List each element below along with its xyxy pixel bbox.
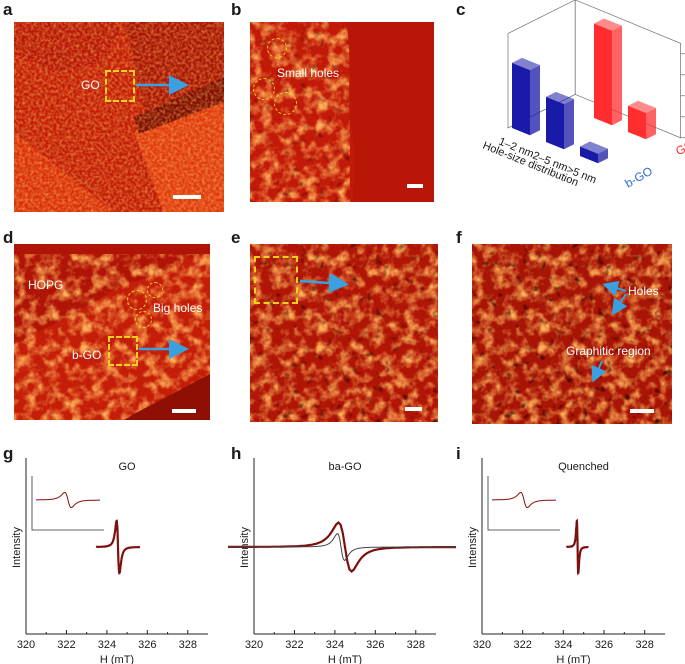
bar-b-GO-0-side [530,65,540,136]
bar-b-GO-2-side [598,148,608,164]
bar-GO-2 [628,100,656,113]
x-tick-label-1: 322 [513,639,531,651]
x-tick-label-3: 326 [138,639,156,651]
bar-GO-1 [594,18,622,31]
esr-trace-0 [228,520,456,574]
scale-bar-b [407,184,423,188]
scale-bar-e [405,407,422,411]
inset-axes [487,476,560,531]
bar-b-GO-0-front [512,62,530,136]
series-label-go: GO [673,137,685,158]
panel-label-i: i [456,444,461,463]
x-tick-label-4: 328 [635,639,653,651]
small-hole-circle-1 [267,38,287,58]
holes-arrows [591,280,628,383]
graphitic-region-label: Graphitic region [566,344,651,358]
big-hole-circle-3 [135,311,152,328]
bar-b-GO-2 [580,141,608,154]
panel-label-d: d [3,228,14,247]
esr-data-points [566,520,589,574]
bar-b-GO-2-front [580,146,598,164]
small-holes-label: Small holes [277,66,340,80]
inset-trace [492,491,556,509]
bar-GO-1-side [612,25,622,126]
chart-esr-go: 320 322 324 326 328 H (mT) Intensity GO [11,458,208,664]
inset-axes [31,476,104,531]
y-axis-label: Intensity [11,527,23,568]
panel-label-c: c [456,0,466,19]
stm-image-go-zoom: Small holes [250,22,434,202]
big-hole-circle-2 [147,282,163,298]
x-tick-label-1: 322 [285,639,303,651]
y-axis-label: Intensity [467,527,479,568]
bgo-arrow [139,339,189,359]
bar-b-GO-1 [546,91,574,105]
x-tick-label-1: 322 [57,639,75,651]
stm-image-go-texture [14,22,224,212]
small-hole-circle-2 [253,78,275,100]
bar-GO-2-side [646,107,656,140]
small-hole-circle-3 [274,92,297,115]
stm-image-bgo-atomic-texture [472,244,672,424]
x-tick-label-2: 324 [554,639,572,651]
scale-bar-a [173,195,201,199]
chart-title: ba-GO [328,461,361,473]
bgo-zoom-arrow [299,273,349,293]
bar-b-GO-0 [512,57,540,71]
bgo-zoom-highlight-box [254,256,298,304]
bar-GO-2-front [628,105,646,140]
panel-label-e: e [231,228,241,247]
hopg-label: HOPG [28,278,64,292]
go-arrow [136,75,189,95]
esr-trace-1 [228,532,456,562]
chart-title: Quenched [558,461,609,473]
x-axis-label: H (mT) [556,654,590,664]
go-label: GO [81,78,100,92]
x-tick-label-2: 324 [98,639,116,651]
panel-label-g: g [3,444,14,463]
bgo-label: b-GO [72,348,102,362]
x-tick-label-4: 328 [407,639,425,651]
big-holes-label: Big holes [153,301,203,315]
stm-image-bgo: HOPG Big holes b-GO [14,244,210,420]
scale-bar-d [172,409,196,413]
back-wall [574,0,681,139]
bgo-highlight-box [108,336,138,366]
series-label-bgo: b-GO [623,164,655,191]
stm-image-bgo-zoom [250,244,438,422]
esr-data-points [96,520,140,574]
chart-hole-size-distribution: 020406080Percentage (%)1–2 nm2–5 nm>5 nm… [481,0,685,191]
bar-GO-1-front [594,23,612,126]
x-tick-label-2: 324 [326,639,344,651]
panel-label-b: b [231,0,242,19]
go-highlight-box [105,70,135,102]
scale-bar-f [630,409,654,413]
holes-label: Holes [628,284,659,298]
big-hole-circle-1 [127,290,147,310]
x-axis-label: H (mT) [100,654,134,664]
bar-b-GO-1-front [546,96,564,150]
x-tick-label-4: 328 [179,639,197,651]
stm-image-go: GO [14,22,224,212]
inset-trace [36,491,100,509]
chart-esr-quenched: 320 322 324 326 328 H (mT) Intensity Quenched [467,458,665,664]
x-tick-label-3: 326 [595,639,613,651]
x-tick-label-0: 320 [17,639,35,651]
x-tick-label-0: 320 [245,639,263,651]
x-tick-label-3: 326 [366,639,384,651]
chart-title: GO [118,461,136,473]
x-tick-label-0: 320 [473,639,491,651]
bar-b-GO-1-side [564,99,574,150]
panel-label-a: a [3,0,13,19]
panel-label-f: f [456,228,462,247]
x-axis-label: H (mT) [328,654,362,664]
panel-label-h: h [231,444,242,463]
stm-image-bgo-atomic: Holes Graphitic region [472,244,672,424]
